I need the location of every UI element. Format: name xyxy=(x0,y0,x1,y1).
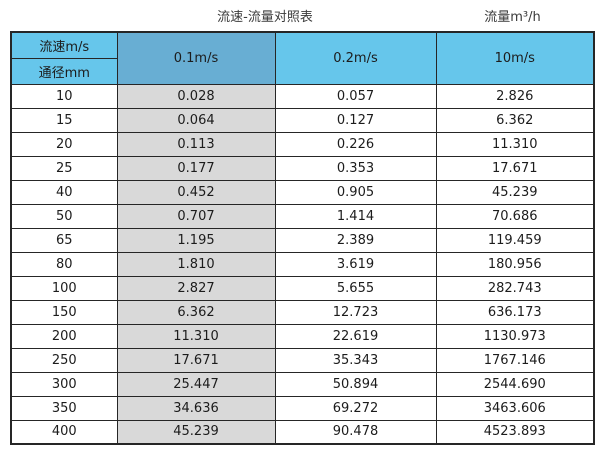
value-cell: 0.452 xyxy=(116,179,276,205)
table-row: 15 0.064 0.127 6.362 xyxy=(10,107,595,133)
value-cell: 35.343 xyxy=(274,347,437,373)
table-row: 80 1.810 3.619 180.956 xyxy=(10,251,595,277)
value-cell: 45.239 xyxy=(435,179,595,205)
table-row: 100 2.827 5.655 282.743 xyxy=(10,275,595,301)
value-cell: 119.459 xyxy=(435,227,595,253)
value-cell: 636.173 xyxy=(435,299,595,325)
value-cell: 11.310 xyxy=(435,131,595,157)
value-cell: 1.810 xyxy=(116,251,276,277)
table-row: 400 45.239 90.478 4523.893 xyxy=(10,419,595,445)
value-cell: 0.707 xyxy=(116,203,276,229)
diameter-cell: 65 xyxy=(10,227,118,253)
value-cell: 2.389 xyxy=(274,227,437,253)
table-row: 40 0.452 0.905 45.239 xyxy=(10,179,595,205)
value-cell: 1.195 xyxy=(116,227,276,253)
table-row: 300 25.447 50.894 2544.690 xyxy=(10,371,595,397)
value-cell: 0.226 xyxy=(274,131,437,157)
value-cell: 0.064 xyxy=(116,107,276,133)
value-cell: 4523.893 xyxy=(435,419,595,445)
value-cell: 50.894 xyxy=(274,371,437,397)
value-cell: 22.619 xyxy=(274,323,437,349)
value-cell: 1767.146 xyxy=(435,347,595,373)
value-cell: 45.239 xyxy=(116,419,276,445)
value-cell: 17.671 xyxy=(435,155,595,181)
value-cell: 2.826 xyxy=(435,83,595,109)
value-cell: 0.028 xyxy=(116,83,276,109)
velocity-column-header: 0.1m/s xyxy=(116,31,276,85)
value-cell: 17.671 xyxy=(116,347,276,373)
value-cell: 69.272 xyxy=(274,395,437,421)
diameter-cell: 100 xyxy=(10,275,118,301)
flow-rate-table: 流速m/s 0.1m/s 0.2m/s 10m/s 通径mm 10 0.028 … xyxy=(10,31,595,445)
value-cell: 6.362 xyxy=(116,299,276,325)
diameter-cell: 150 xyxy=(10,299,118,325)
value-cell: 2544.690 xyxy=(435,371,595,397)
value-cell: 2.827 xyxy=(116,275,276,301)
table-row: 25 0.177 0.353 17.671 xyxy=(10,155,595,181)
diameter-cell: 15 xyxy=(10,107,118,133)
value-cell: 3.619 xyxy=(274,251,437,277)
corner-velocity-header: 流速m/s xyxy=(10,31,118,59)
table-row: 65 1.195 2.389 119.459 xyxy=(10,227,595,253)
value-cell: 282.743 xyxy=(435,275,595,301)
diameter-cell: 40 xyxy=(10,179,118,205)
corner-diameter-header: 通径mm xyxy=(10,57,118,85)
value-cell: 1.414 xyxy=(274,203,437,229)
value-cell: 0.127 xyxy=(274,107,437,133)
diameter-cell: 250 xyxy=(10,347,118,373)
table-header: 流速m/s 0.1m/s 0.2m/s 10m/s 通径mm xyxy=(10,31,595,85)
table-row: 250 17.671 35.343 1767.146 xyxy=(10,347,595,373)
value-cell: 34.636 xyxy=(116,395,276,421)
value-cell: 0.113 xyxy=(116,131,276,157)
value-cell: 6.362 xyxy=(435,107,595,133)
value-cell: 3463.606 xyxy=(435,395,595,421)
value-cell: 0.177 xyxy=(116,155,276,181)
table-body: 10 0.028 0.057 2.826 15 0.064 0.127 6.36… xyxy=(10,83,595,445)
table-title: 流速-流量对照表 xyxy=(217,10,313,25)
value-cell: 1130.973 xyxy=(435,323,595,349)
value-cell: 90.478 xyxy=(274,419,437,445)
title-row: 流速-流量对照表 流量m³/h xyxy=(0,0,600,31)
table-row: 150 6.362 12.723 636.173 xyxy=(10,299,595,325)
value-cell: 0.353 xyxy=(274,155,437,181)
table-row: 10 0.028 0.057 2.826 xyxy=(10,83,595,109)
table-row: 50 0.707 1.414 70.686 xyxy=(10,203,595,229)
diameter-cell: 80 xyxy=(10,251,118,277)
value-cell: 70.686 xyxy=(435,203,595,229)
diameter-cell: 400 xyxy=(10,419,118,445)
table-row: 350 34.636 69.272 3463.606 xyxy=(10,395,595,421)
velocity-column-header: 0.2m/s xyxy=(274,31,437,85)
diameter-cell: 10 xyxy=(10,83,118,109)
table-row: 200 11.310 22.619 1130.973 xyxy=(10,323,595,349)
value-cell: 11.310 xyxy=(116,323,276,349)
value-cell: 0.905 xyxy=(274,179,437,205)
value-cell: 0.057 xyxy=(274,83,437,109)
diameter-cell: 20 xyxy=(10,131,118,157)
diameter-cell: 25 xyxy=(10,155,118,181)
value-cell: 25.447 xyxy=(116,371,276,397)
velocity-column-header: 10m/s xyxy=(435,31,595,85)
flow-unit-label: 流量m³/h xyxy=(484,10,541,25)
value-cell: 12.723 xyxy=(274,299,437,325)
diameter-cell: 200 xyxy=(10,323,118,349)
table-row: 20 0.113 0.226 11.310 xyxy=(10,131,595,157)
diameter-cell: 300 xyxy=(10,371,118,397)
value-cell: 5.655 xyxy=(274,275,437,301)
value-cell: 180.956 xyxy=(435,251,595,277)
diameter-cell: 50 xyxy=(10,203,118,229)
diameter-cell: 350 xyxy=(10,395,118,421)
